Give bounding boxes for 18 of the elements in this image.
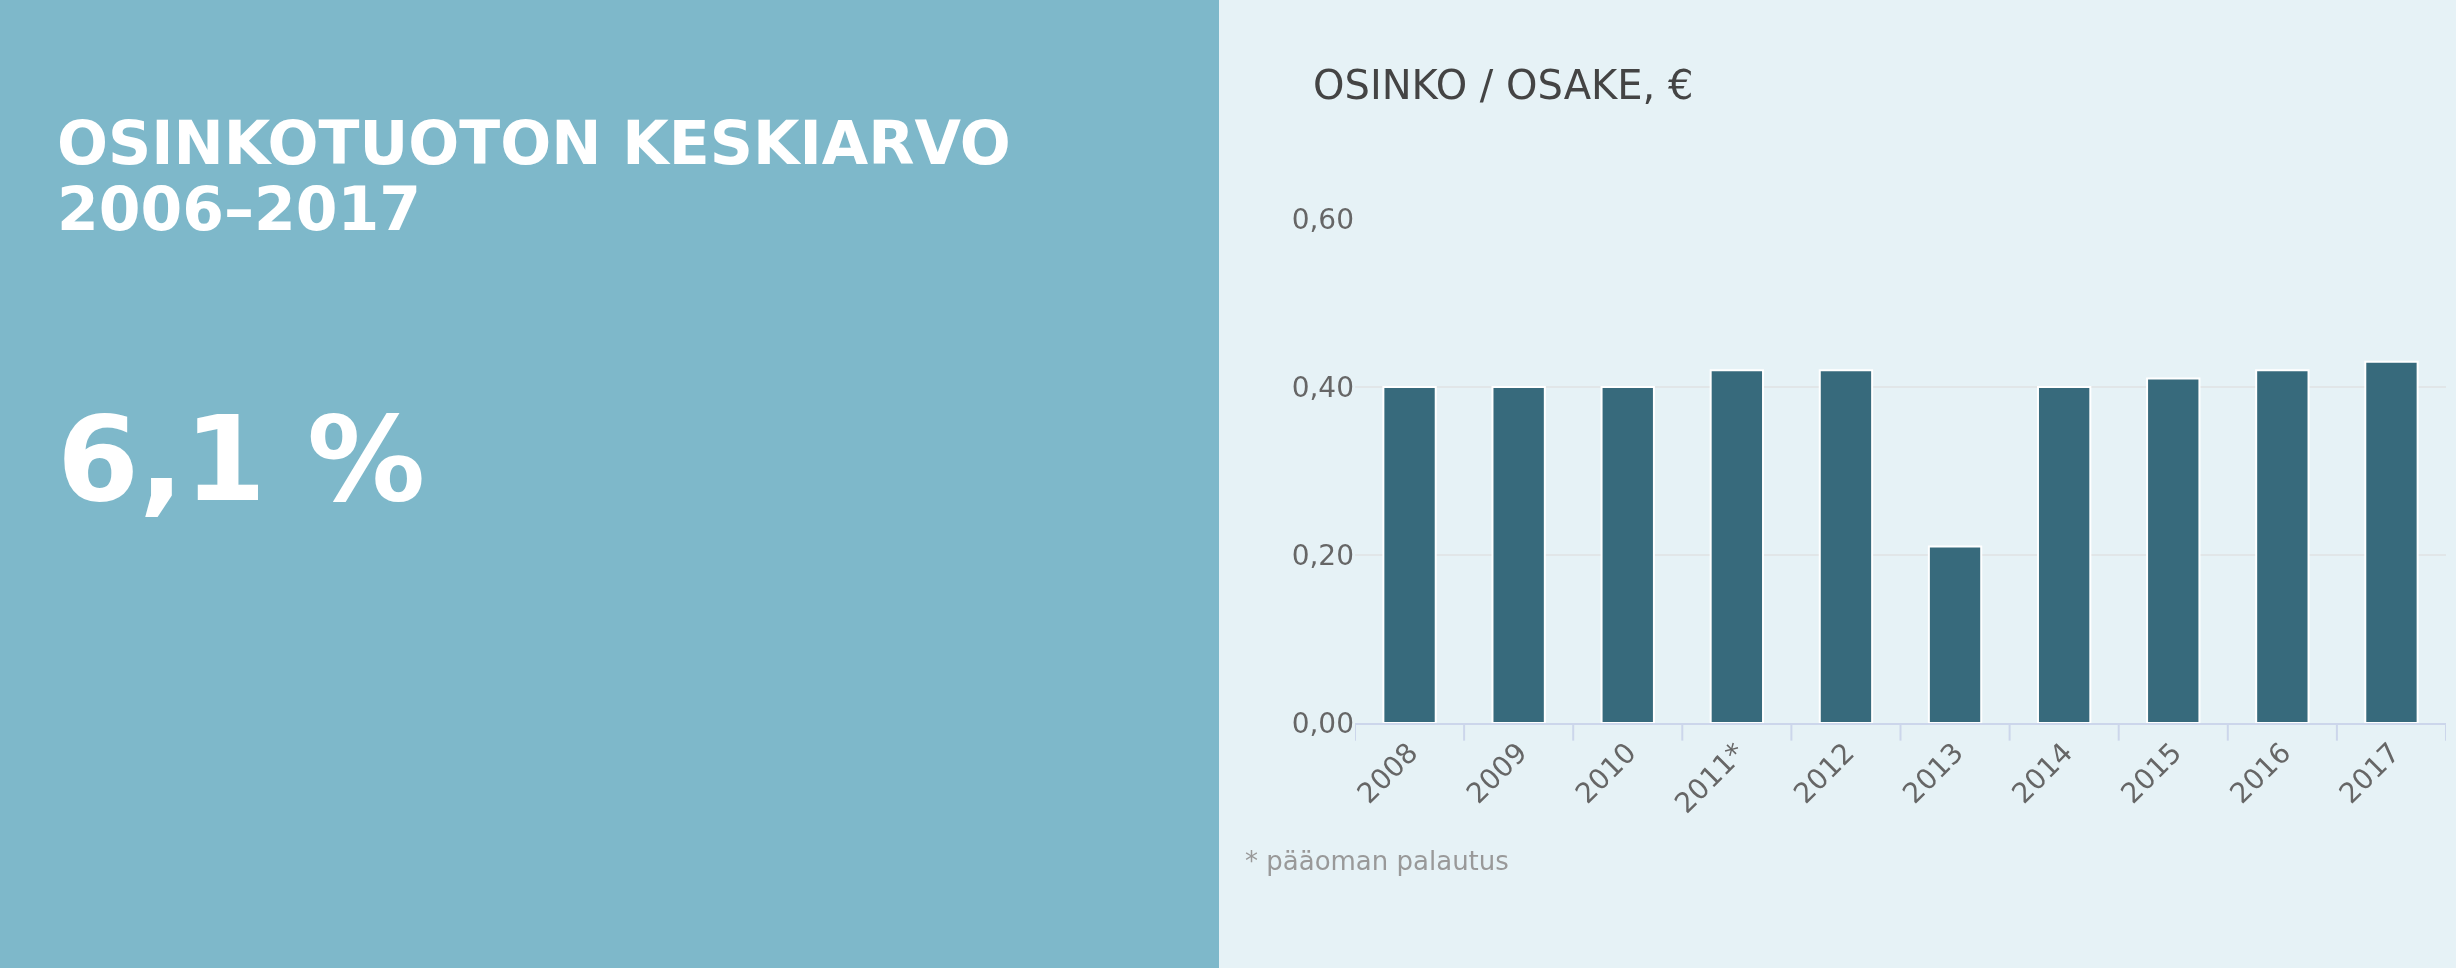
bar <box>1491 386 1546 723</box>
bar <box>2364 360 2419 723</box>
text: 6,1 % <box>57 390 426 528</box>
chart-title: OSINKO / OSAKE, € <box>1313 62 1694 109</box>
bar <box>1600 386 1655 723</box>
y-tick-label: 0,00 <box>1291 706 1354 740</box>
y-tick-label: 0,40 <box>1291 370 1354 404</box>
y-tick-label: 0,20 <box>1291 538 1354 572</box>
y-tick-label: 0,60 <box>1291 202 1354 236</box>
bar <box>1818 369 1874 723</box>
bar <box>2255 369 2310 723</box>
bar <box>2036 386 2092 723</box>
bar <box>1382 386 1437 723</box>
bar <box>1927 545 1983 723</box>
bar <box>1709 369 1765 723</box>
text: * pääoman palautus <box>1245 846 1509 876</box>
text: OSINKOTUOTON KESKIARVO 2006–2017 <box>57 108 1012 244</box>
bar <box>2146 377 2201 723</box>
